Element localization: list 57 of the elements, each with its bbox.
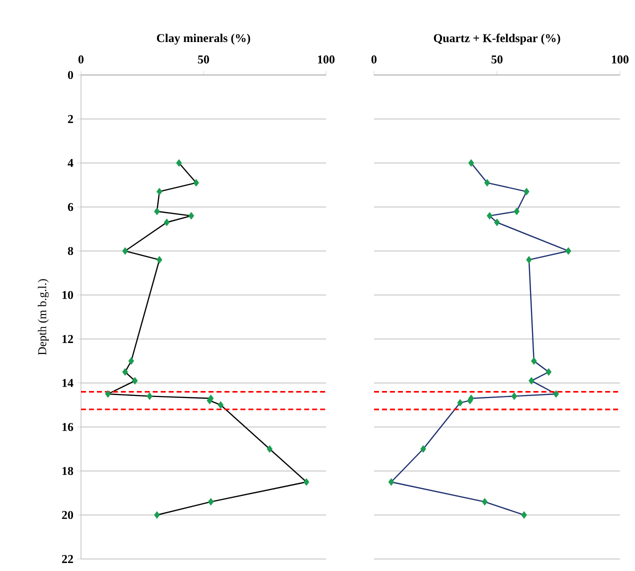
point — [486, 212, 493, 220]
point — [304, 478, 310, 486]
point — [122, 247, 128, 255]
x-tick-label: 50 — [198, 55, 210, 64]
point — [146, 392, 152, 400]
y-tick-label: 22 — [62, 555, 73, 563]
point — [482, 498, 488, 506]
y-tick-label: 4 — [68, 159, 74, 167]
point — [484, 179, 490, 187]
point — [156, 256, 162, 264]
point — [531, 357, 537, 365]
y-axis-title: Depth (m b.g.l.) — [38, 279, 49, 355]
point — [188, 212, 194, 220]
point — [164, 218, 170, 226]
y-tick-label: 16 — [62, 422, 74, 431]
y-tick-label: 0 — [68, 70, 74, 80]
point — [156, 188, 162, 196]
point — [457, 399, 463, 407]
y-tick-label: 20 — [62, 510, 74, 520]
x-tick-label: 0 — [371, 55, 377, 64]
x-tick-label: 0 — [78, 55, 84, 64]
point — [553, 390, 559, 398]
point — [105, 390, 111, 398]
point — [132, 377, 138, 385]
x-tick-label: 100 — [318, 55, 335, 64]
point — [565, 247, 572, 255]
point — [524, 188, 530, 196]
y-tick-label: 2 — [68, 115, 73, 123]
y-tick-label: 6 — [68, 202, 74, 211]
point — [266, 445, 273, 453]
y-tick-label: 14 — [62, 379, 74, 387]
point — [218, 401, 224, 409]
point — [468, 159, 474, 167]
point — [154, 208, 160, 216]
y-tick-label: 12 — [62, 335, 73, 343]
point — [128, 357, 134, 365]
y-tick-label: 10 — [62, 290, 74, 300]
point — [208, 498, 214, 506]
point — [526, 256, 532, 264]
x-axis-title: Clay minerals (%) — [156, 34, 250, 45]
x-tick-label: 100 — [612, 55, 629, 64]
point — [154, 511, 160, 519]
x-tick-label: 50 — [492, 55, 503, 64]
point — [514, 208, 520, 216]
point — [388, 478, 394, 486]
y-tick-label: 18 — [62, 466, 74, 476]
point — [420, 445, 426, 453]
point — [176, 159, 182, 167]
point — [193, 179, 200, 187]
point — [528, 377, 534, 385]
point — [122, 368, 128, 376]
point — [494, 218, 500, 226]
point — [546, 368, 552, 376]
x-axis-title: Quartz + K-feldspar (%) — [434, 34, 560, 45]
point — [511, 392, 518, 400]
y-tick-label: 8 — [68, 246, 74, 256]
point — [521, 511, 527, 519]
